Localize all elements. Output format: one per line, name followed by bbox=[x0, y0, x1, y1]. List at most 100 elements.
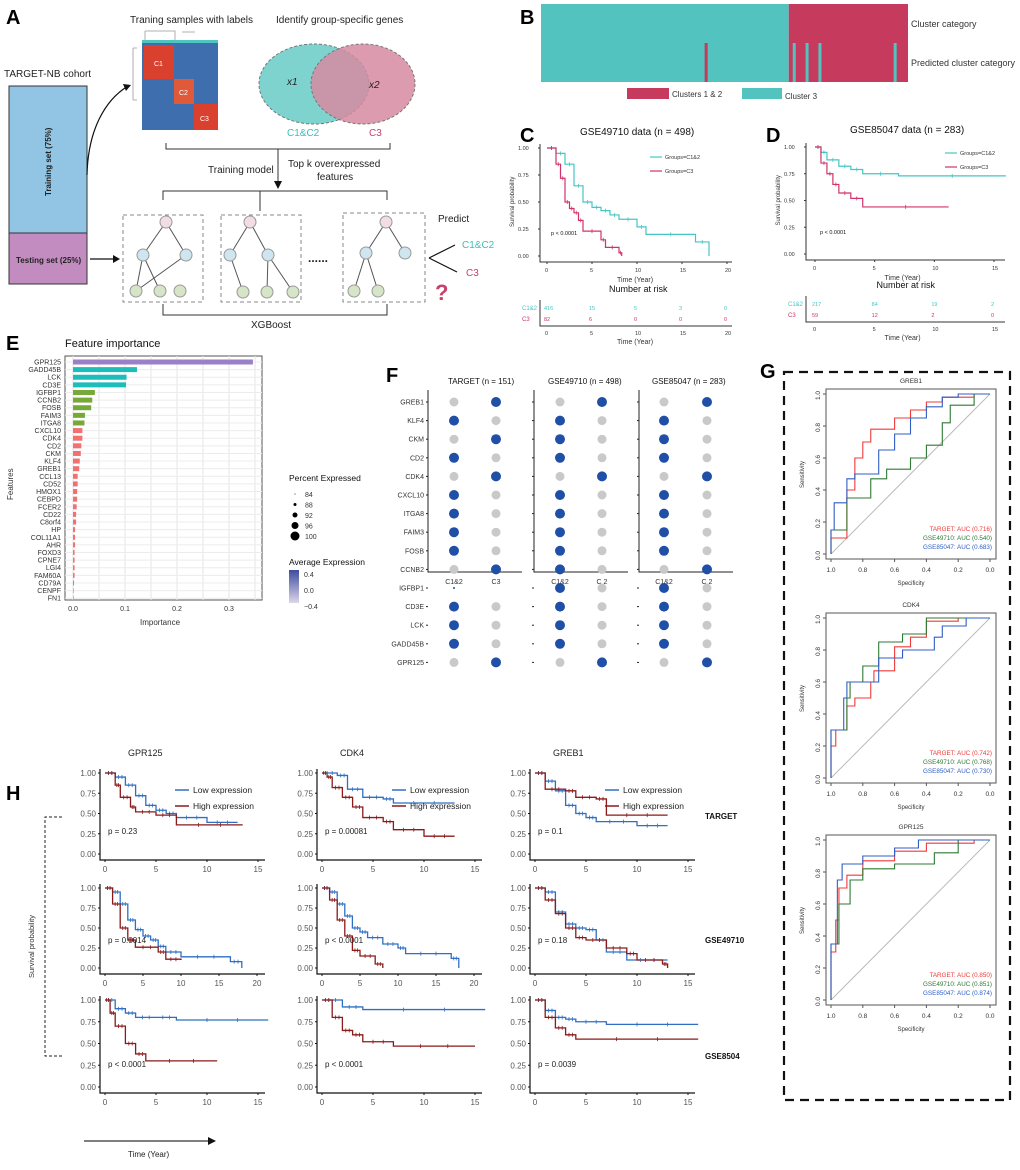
y-tick-label: 1.00 bbox=[80, 996, 96, 1005]
y-tick-label: 1.00 bbox=[510, 996, 526, 1005]
x-tick-label: C1&2 bbox=[655, 579, 673, 586]
legend-swatch-clusters12 bbox=[627, 88, 669, 99]
tree-box bbox=[220, 214, 302, 303]
y-tick-label: FOXD3 bbox=[38, 550, 61, 557]
x-axis-label: Time (Year) bbox=[885, 275, 921, 282]
dot-cxcl10 bbox=[555, 490, 565, 500]
arrow-to-heatmap bbox=[86, 85, 129, 176]
risk-value: 217 bbox=[812, 302, 821, 308]
dot-klf4 bbox=[449, 415, 459, 426]
dot-gpr125 bbox=[659, 657, 669, 667]
risk-value: 6 bbox=[589, 317, 592, 323]
x-tick-label: 0.3 bbox=[224, 606, 234, 613]
y-tick-label: FAIM3 bbox=[41, 413, 61, 420]
y-tick-label: 0.25 bbox=[784, 225, 795, 231]
x-axis-label: Specificity bbox=[897, 1027, 924, 1033]
risk-table-title: Number at risk bbox=[609, 284, 668, 294]
panel-label-b: B bbox=[520, 7, 534, 29]
x-tick-label: 0.4 bbox=[922, 567, 931, 574]
dot-igfbp1 bbox=[702, 583, 712, 593]
roc-frame bbox=[825, 388, 997, 560]
heatmap-cell-clusters12 bbox=[788, 4, 908, 82]
y-tick-label: LGI4 bbox=[46, 565, 61, 572]
x-tick-label: 5 bbox=[371, 865, 376, 874]
gene-label: IGFBP1 bbox=[399, 586, 424, 593]
x-tick-label: 0.2 bbox=[954, 791, 963, 798]
dot-ckm bbox=[555, 434, 565, 445]
roc-title: GREB1 bbox=[900, 378, 922, 385]
dot-cdk4 bbox=[555, 471, 565, 481]
p-value: p = 0.0014 bbox=[108, 936, 147, 945]
gene-label: CKM bbox=[408, 437, 424, 444]
y-tick-label: 1.00 bbox=[518, 146, 529, 152]
dot-igfbp1 bbox=[555, 583, 565, 593]
dot-lck bbox=[491, 620, 501, 630]
legend-label: Groups=C3 bbox=[665, 169, 693, 175]
risk-value: 2 bbox=[931, 313, 934, 319]
x-tick-label: 10 bbox=[203, 865, 212, 874]
km-curve-c3 bbox=[815, 146, 949, 208]
x-tick-label: 20 bbox=[470, 979, 479, 988]
dot-gadd45b bbox=[449, 638, 459, 649]
color-scale-label: 0.0 bbox=[304, 588, 314, 595]
y-tick-label: 1.0 bbox=[815, 391, 822, 400]
y-tick-label: 1.00 bbox=[510, 884, 526, 893]
x-tick-label: 0 bbox=[103, 979, 108, 988]
tree-edge bbox=[135, 254, 187, 292]
bar-faim3 bbox=[73, 412, 85, 418]
km-curve-c3 bbox=[547, 147, 623, 256]
y-tick-label: CD79A bbox=[38, 580, 61, 587]
risk-value: 0 bbox=[724, 317, 727, 323]
venn-right-value: x2 bbox=[368, 80, 380, 91]
risk-x-tick-label: 15 bbox=[680, 331, 686, 337]
x-tick-label: 10 bbox=[635, 268, 641, 274]
tree-leaf-node bbox=[129, 284, 143, 298]
km-curve-low bbox=[322, 887, 460, 968]
dot-fosb bbox=[659, 545, 669, 556]
dot-ccnb2 bbox=[702, 564, 712, 575]
y-tick-label: LCK bbox=[47, 375, 61, 382]
risk-x-tick-label: 0 bbox=[545, 331, 548, 337]
panel-label-f: F bbox=[386, 365, 398, 387]
panel-label-a: A bbox=[6, 7, 20, 29]
venn-left-label: C1&C2 bbox=[287, 128, 320, 139]
x-tick-label: 5 bbox=[584, 865, 589, 874]
dot-lck bbox=[449, 620, 459, 631]
dot-cd3e bbox=[597, 602, 607, 612]
tree-internal-node bbox=[179, 248, 193, 262]
dot-faim3 bbox=[555, 527, 565, 538]
y-tick-label: 0.25 bbox=[297, 1061, 313, 1070]
x-tick-label: 0 bbox=[103, 1098, 108, 1107]
dot-faim3 bbox=[702, 527, 712, 537]
legend-label: Low expression bbox=[193, 785, 252, 795]
legend-label: Low expression bbox=[410, 785, 469, 795]
legend-label: High expression bbox=[193, 801, 254, 811]
y-tick-label: GREB1 bbox=[37, 466, 61, 473]
y-tick-label: FOSB bbox=[42, 405, 61, 412]
x-tick-label: 0.0 bbox=[68, 606, 78, 613]
y-tick-label: 0.4 bbox=[815, 933, 822, 942]
dot-itga8 bbox=[555, 508, 565, 519]
risk-x-axis-label: Time (Year) bbox=[617, 339, 653, 346]
column-title: GREB1 bbox=[553, 748, 584, 758]
y-tick-label: FCER2 bbox=[38, 504, 61, 511]
y-tick-label: 0.50 bbox=[518, 200, 529, 206]
question-mark-icon: ? bbox=[435, 280, 448, 305]
x-tick-label: 5 bbox=[154, 1098, 159, 1107]
y-tick-label: 0.75 bbox=[518, 173, 529, 179]
dot-itga8 bbox=[449, 508, 459, 519]
dot-gadd45b bbox=[702, 639, 712, 649]
dot-cdk4 bbox=[491, 471, 501, 482]
dot-greb1 bbox=[491, 397, 501, 407]
dot-faim3 bbox=[597, 527, 607, 537]
y-axis-label: Sensitivity bbox=[800, 685, 806, 712]
column-title: GPR125 bbox=[128, 748, 163, 758]
auc-label: TARGET: AUC (0.716) bbox=[929, 526, 992, 533]
dot-faim3 bbox=[491, 527, 501, 537]
risk-x-tick-label: 10 bbox=[932, 327, 938, 333]
dot-gadd45b bbox=[491, 639, 501, 649]
dot-fosb bbox=[555, 545, 565, 556]
dotplot-panel-title: GSE85047 (n = 283) bbox=[652, 377, 726, 386]
bar-cd22 bbox=[73, 511, 77, 517]
bar-c8orf4 bbox=[73, 519, 77, 525]
